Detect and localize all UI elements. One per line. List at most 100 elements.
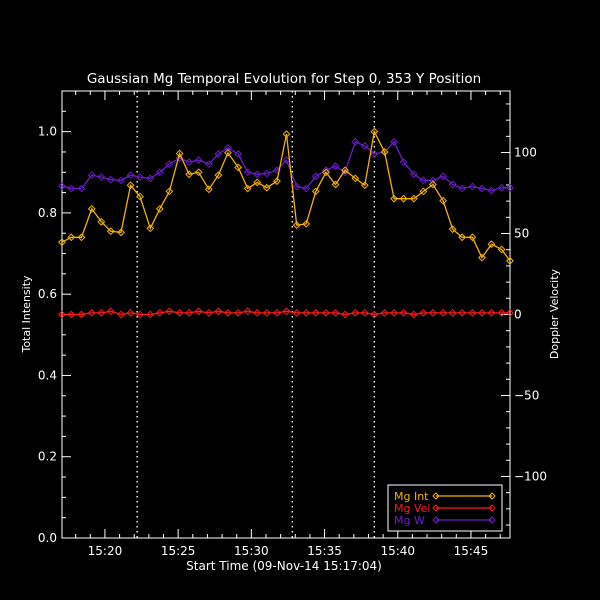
data-point-mg-int [262,183,271,192]
data-point-mg-vel [204,308,213,317]
data-point-mg-vel [136,310,144,319]
data-point-mg-w [439,172,448,181]
data-point-mg-vel [253,308,262,317]
data-point-mg-int [146,224,155,233]
data-point-mg-int [399,194,408,203]
y-right-tick-label: 0 [514,308,522,322]
legend-label: Mg Int [394,490,429,503]
data-point-mg-w [126,171,135,180]
y-right-tick-label: 50 [514,227,529,241]
data-point-mg-int [126,181,135,190]
data-point-mg-int [322,168,330,177]
data-point-mg-int [458,233,467,242]
data-point-mg-vel [380,308,389,317]
data-point-mg-vel [351,308,360,317]
data-point-mg-int [302,219,311,228]
data-point-mg-w [409,170,418,179]
data-point-mg-vel [292,308,301,317]
data-point-mg-vel [87,308,96,317]
data-point-mg-int [155,204,164,213]
data-point-mg-w [194,156,203,164]
data-point-mg-w [97,173,106,182]
data-point-mg-w [478,184,486,193]
data-point-mg-w [58,182,66,190]
data-point-mg-vel [478,308,486,317]
data-point-mg-int [439,196,448,205]
data-point-mg-vel [194,307,203,316]
data-point-mg-w [204,160,213,169]
data-point-mg-vel [390,308,398,317]
data-point-mg-vel [458,308,467,317]
data-point-mg-vel [302,308,311,317]
x-axis-label: Start Time (09-Nov-14 15:17:04) [186,559,382,573]
data-point-mg-int [419,187,428,196]
data-point-mg-w [458,184,467,193]
data-point-mg-int [409,194,418,203]
x-tick-label: 15:35 [307,544,342,558]
data-point-mg-int [77,233,86,242]
data-point-mg-int [243,184,252,193]
data-point-mg-w [106,175,115,184]
y-right-tick-label: −50 [514,388,539,402]
data-point-mg-w [497,183,506,192]
y-axis-label-right: Doppler Velocity [548,268,561,359]
data-point-mg-vel [370,310,379,319]
legend-marker [488,516,496,524]
data-point-mg-w [136,173,144,182]
data-point-mg-int [497,245,506,254]
data-point-mg-int [292,221,301,230]
legend-label: Mg Vel [394,502,430,515]
data-point-mg-int [185,170,194,179]
data-point-mg-vel [243,307,252,316]
data-point-mg-vel [341,310,349,319]
data-point-mg-w [390,137,398,146]
data-point-mg-int [87,204,96,213]
data-point-mg-w [370,150,379,158]
y-left-tick-label: 0.2 [38,450,57,464]
y-right-tick-label: −100 [514,469,547,483]
data-point-mg-int [360,181,369,190]
x-tick-label: 15:30 [234,544,269,558]
data-point-mg-int [117,228,125,237]
data-point-mg-int [282,130,291,138]
data-point-mg-vel [360,308,369,317]
data-point-mg-w [77,184,86,193]
y-left-tick-label: 1.0 [38,125,57,139]
data-point-mg-w [351,137,360,146]
data-point-mg-w [243,168,252,177]
x-tick-label: 15:45 [454,544,489,558]
data-point-mg-int [487,240,496,249]
data-point-mg-vel [497,308,506,317]
data-point-mg-int [253,178,262,187]
data-point-mg-vel [487,308,496,317]
data-point-mg-int [97,217,106,226]
data-point-mg-vel [165,307,174,316]
data-point-mg-w [165,160,174,169]
data-point-mg-vel [175,308,184,317]
data-point-mg-w [234,150,243,158]
data-point-mg-vel [448,308,457,317]
series-line-mg-int [61,129,511,262]
data-point-mg-int [194,168,203,177]
data-point-mg-vel [331,308,340,317]
data-point-mg-int [136,192,144,201]
data-point-mg-w [468,182,477,191]
data-point-mg-vel [311,308,320,317]
chart-title: Gaussian Mg Temporal Evolution for Step … [87,71,481,87]
y-left-tick-label: 0.4 [38,368,57,382]
data-point-mg-vel [97,308,106,317]
data-point-mg-vel [77,310,86,319]
y-right-tick-label: 100 [514,146,537,160]
data-point-mg-vel [146,310,155,319]
data-point-mg-w [262,169,271,178]
data-point-mg-int [331,180,340,189]
data-point-mg-w [146,174,155,183]
data-point-mg-vel [224,308,232,317]
data-point-mg-w [448,180,457,189]
data-point-mg-int [273,177,281,186]
y-left-tick-label: 0.0 [38,531,57,545]
data-point-mg-vel [409,310,418,319]
data-point-mg-int [448,225,457,234]
data-point-mg-vel [322,308,330,317]
data-point-mg-w [117,176,125,185]
